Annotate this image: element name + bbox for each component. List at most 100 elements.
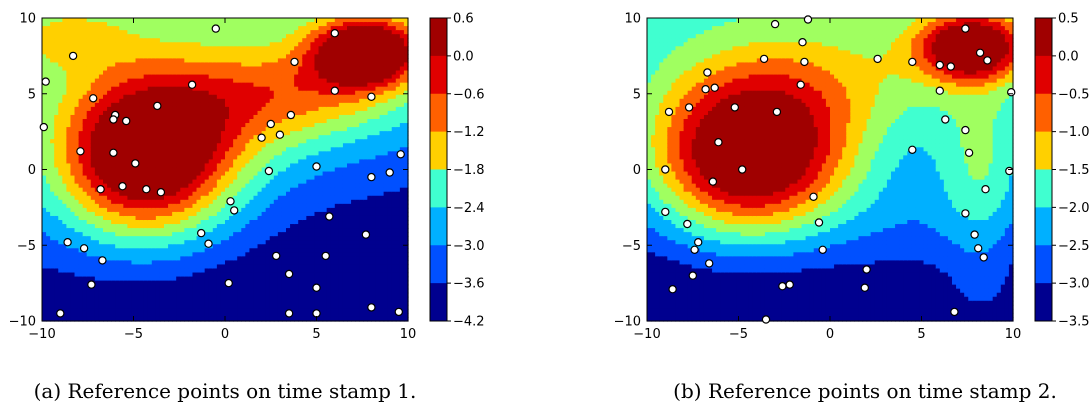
contour-cell <box>123 304 128 310</box>
contour-cell <box>188 139 194 144</box>
contour-cell <box>90 232 96 237</box>
contour-cell <box>261 280 267 286</box>
contour-cell <box>127 131 133 136</box>
contour-cell <box>216 90 222 96</box>
contour-cell <box>98 106 104 112</box>
contour-cell <box>192 187 198 193</box>
contour-cell <box>176 304 181 310</box>
contour-cell <box>111 26 116 31</box>
contour-cell <box>220 195 226 201</box>
contour-cell <box>237 195 242 201</box>
contour-cell <box>159 272 165 278</box>
contour-cell <box>225 244 230 249</box>
contour-cell <box>265 236 271 241</box>
contour-cell <box>253 207 259 213</box>
contour-cell <box>257 280 263 286</box>
contour-cell <box>180 179 185 185</box>
contour-cell <box>42 288 47 294</box>
contour-cell <box>46 220 51 225</box>
contour-cell <box>249 50 255 55</box>
contour-cell <box>176 280 181 286</box>
contour-cell <box>50 110 55 116</box>
contour-cell <box>127 167 133 173</box>
contour-cell <box>42 159 47 165</box>
contour-cell <box>107 78 112 84</box>
contour-cell <box>310 114 316 120</box>
contour-cell <box>286 147 291 152</box>
contour-cell <box>180 175 185 181</box>
contour-cell <box>229 183 234 189</box>
contour-cell <box>245 288 250 294</box>
contour-cell <box>143 151 149 156</box>
contour-cell <box>208 127 214 132</box>
contour-cell <box>94 127 100 132</box>
contour-cell <box>155 26 161 31</box>
contour-cell <box>50 260 55 266</box>
contour-cell <box>46 163 51 169</box>
contour-cell <box>290 143 295 148</box>
contour-cell <box>302 199 307 205</box>
contour-cell <box>86 244 92 249</box>
contour-cell <box>168 86 173 92</box>
contour-cell <box>277 276 283 282</box>
contour-cell <box>192 175 198 181</box>
contour-cell <box>180 232 185 237</box>
contour-cell <box>50 203 55 209</box>
contour-cell <box>277 58 283 64</box>
contour-cell <box>70 58 76 64</box>
contour-cell <box>82 147 88 152</box>
contour-cell <box>265 155 271 160</box>
contour-cell <box>188 151 194 156</box>
contour-cell <box>78 207 84 213</box>
contour-cell <box>107 203 112 209</box>
contour-cell <box>220 264 226 270</box>
contour-cell <box>302 58 307 64</box>
contour-cell <box>269 304 275 310</box>
contour-cell <box>131 127 137 132</box>
contour-cell <box>200 248 206 253</box>
contour-cell <box>103 54 108 59</box>
contour-cell <box>78 280 84 286</box>
contour-cell <box>151 54 157 59</box>
contour-cell <box>233 98 238 104</box>
contour-cell <box>192 240 198 245</box>
contour-cell <box>159 127 165 132</box>
contour-cell <box>241 42 246 47</box>
contour-cell <box>208 284 214 290</box>
contour-cell <box>90 106 96 112</box>
contour-cell <box>94 244 100 249</box>
contour-cell <box>281 220 287 225</box>
contour-cell <box>54 268 59 274</box>
contour-cell <box>245 248 250 253</box>
contour-cell <box>42 276 47 282</box>
contour-cell <box>257 232 263 237</box>
contour-cell <box>176 183 181 189</box>
contour-cell <box>139 316 145 322</box>
contour-cell <box>294 106 299 112</box>
contour-cell <box>127 211 133 217</box>
contour-cell <box>139 296 145 302</box>
contour-cell <box>115 42 120 47</box>
contour-cell <box>253 131 259 136</box>
contour-cell <box>281 240 287 245</box>
contour-cell <box>257 292 263 298</box>
contour-cell <box>204 248 210 253</box>
contour-cell <box>229 248 234 253</box>
contour-cell <box>265 151 271 156</box>
contour-cell <box>86 207 92 213</box>
contour-cell <box>302 131 307 136</box>
contour-cell <box>204 102 210 108</box>
contour-cell <box>229 94 234 100</box>
contour-cell <box>115 46 120 51</box>
contour-cell <box>58 244 63 249</box>
contour-cell <box>253 22 259 27</box>
contour-cell <box>62 244 67 249</box>
contour-cell <box>229 123 234 128</box>
contour-cell <box>200 175 206 181</box>
contour-cell <box>103 252 108 257</box>
contour-cell <box>237 46 242 51</box>
contour-cell <box>249 248 255 253</box>
contour-cell <box>66 248 72 253</box>
contour-cell <box>103 90 108 96</box>
contour-cell <box>58 38 63 43</box>
